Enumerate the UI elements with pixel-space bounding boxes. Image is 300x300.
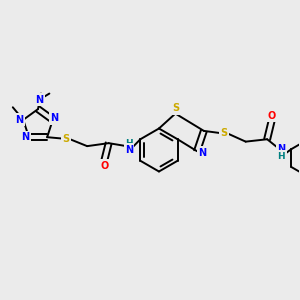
Text: N: N <box>198 148 206 158</box>
Text: N: N <box>21 132 29 142</box>
Text: H: H <box>125 139 133 148</box>
Text: N: N <box>16 115 24 125</box>
Text: H: H <box>278 152 285 161</box>
Text: N: N <box>125 145 133 155</box>
Text: S: S <box>172 103 179 113</box>
Text: N: N <box>35 94 44 104</box>
Text: N: N <box>50 113 58 123</box>
Text: S: S <box>220 128 228 138</box>
Text: S: S <box>62 134 69 144</box>
Text: O: O <box>100 160 108 170</box>
Text: O: O <box>268 111 276 121</box>
Text: N: N <box>277 144 285 154</box>
